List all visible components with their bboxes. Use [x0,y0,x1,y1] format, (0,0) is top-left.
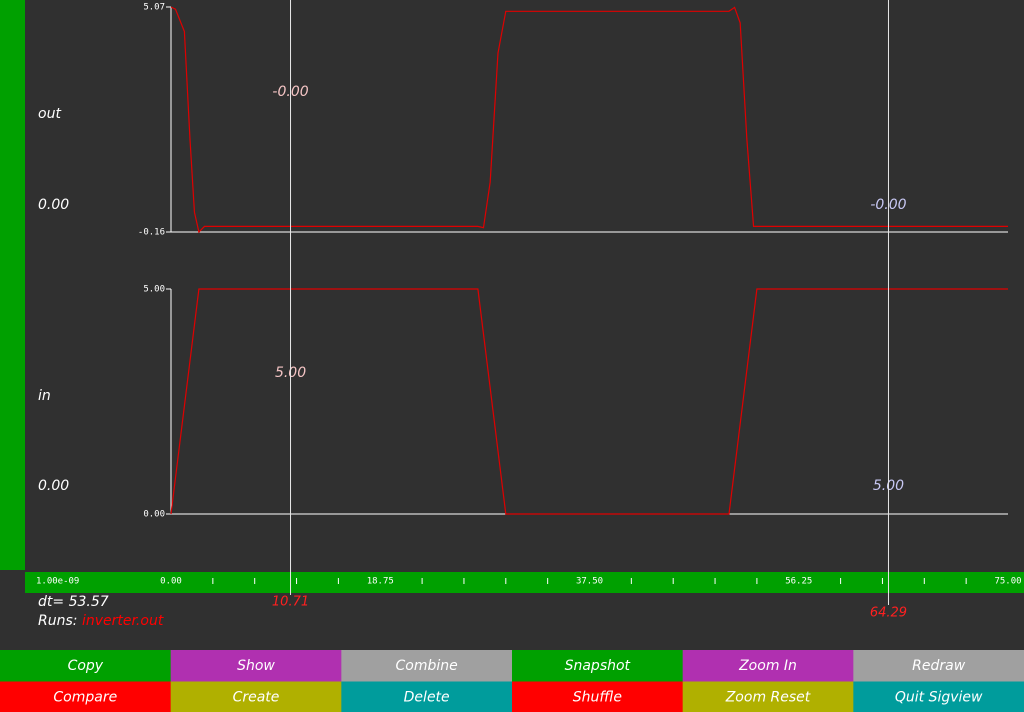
button-label[interactable]: Zoom In [738,658,797,674]
dt-label: dt= [38,594,64,610]
x-tick-label: 0.00 [160,577,182,587]
button-label[interactable]: Snapshot [565,658,631,674]
cursor-time: 64.29 [870,606,907,621]
button-label[interactable]: Compare [53,690,117,706]
button[interactable] [341,681,513,712]
button-label[interactable]: Quit Sigview [895,690,983,706]
waveform [170,288,1008,515]
button[interactable] [512,650,684,682]
x-tick-label: 37.50 [576,577,603,587]
dt-readout: dt= 53.57 [38,594,109,610]
button-label[interactable]: Zoom Reset [725,690,811,706]
cursor-time: 10.71 [272,595,309,610]
button[interactable] [512,681,684,712]
button-label[interactable]: Copy [68,658,104,674]
y-tick-label: 5.00 [143,285,165,295]
signal-value: 0.00 [38,478,69,494]
button-label[interactable]: Show [237,658,275,674]
button[interactable] [0,681,172,712]
button[interactable] [341,650,513,682]
button-label[interactable]: Redraw [912,658,966,674]
signal-name: in [38,388,51,404]
button-label[interactable]: Shuffle [573,690,622,706]
left-bar [0,0,25,570]
button[interactable] [170,650,342,682]
waveform [170,6,1008,234]
button[interactable] [853,650,1024,682]
signal-name: out [38,106,61,122]
button-label[interactable]: Create [233,690,280,706]
runs-label: Runs: inverter.out [38,613,164,629]
run-name: inverter.out [82,613,164,629]
y-tick-label: 5.07 [143,3,165,13]
runs-label: Runs: [38,613,77,629]
x-tick-label: 75.00 [994,577,1021,587]
button[interactable] [170,681,342,712]
button[interactable] [0,650,172,682]
button[interactable] [682,650,854,682]
button-label[interactable]: Combine [396,658,458,674]
button-label[interactable]: Delete [404,690,450,706]
x-tick-label: 56.25 [785,577,812,587]
time-axis-bar [25,572,1024,593]
button[interactable] [853,681,1024,712]
y-tick-label: -0.16 [138,228,165,238]
time-scale: 1.00e-09 [36,577,79,587]
button[interactable] [682,681,854,712]
y-tick-label: 0.00 [143,510,165,520]
dt-value: 53.57 [69,594,109,610]
signal-value: 0.00 [38,197,69,213]
x-tick-label: 18.75 [367,577,394,587]
